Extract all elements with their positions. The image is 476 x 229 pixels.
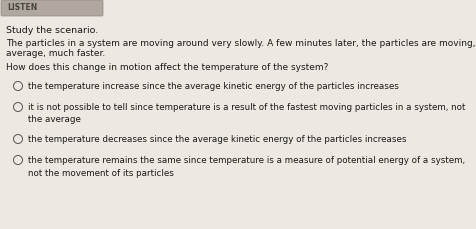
Text: The particles in a system are moving around very slowly. A few minutes later, th: The particles in a system are moving aro… [6,39,476,48]
Text: Study the scenario.: Study the scenario. [6,26,98,35]
Text: How does this change in motion affect the temperature of the system?: How does this change in motion affect th… [6,63,328,72]
Text: the temperature decreases since the average kinetic energy of the particles incr: the temperature decreases since the aver… [28,135,407,144]
Text: it is not possible to tell since temperature is a result of the fastest moving p: it is not possible to tell since tempera… [28,103,466,125]
Text: average, much faster.: average, much faster. [6,49,105,58]
FancyBboxPatch shape [1,0,103,16]
Text: the temperature increase since the average kinetic energy of the particles incre: the temperature increase since the avera… [28,82,399,91]
Text: LISTEN: LISTEN [7,3,37,13]
Text: the temperature remains the same since temperature is a measure of potential ene: the temperature remains the same since t… [28,156,465,177]
